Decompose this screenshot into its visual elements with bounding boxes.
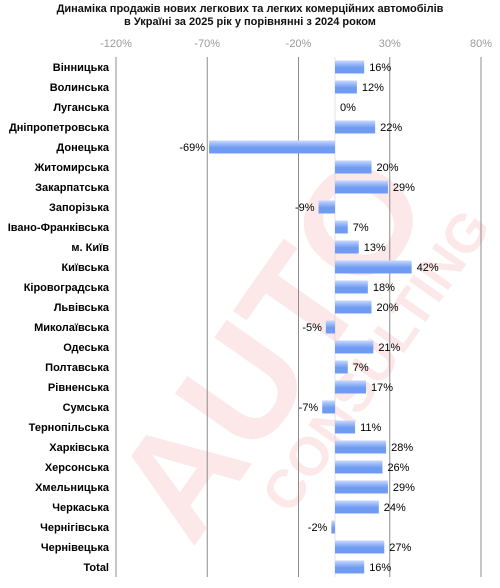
category-label: Вінницька <box>53 62 110 74</box>
category-label: Донецька <box>56 142 109 154</box>
x-tick-label: 80% <box>470 38 492 50</box>
category-label: Закарпатська <box>35 182 110 194</box>
bar <box>335 80 357 94</box>
bar <box>209 140 335 154</box>
category-label: Запорізька <box>49 202 110 214</box>
category-label: Хмельницька <box>35 482 110 494</box>
category-label: Одеська <box>63 342 110 354</box>
category-label: Херсонська <box>45 462 110 474</box>
value-label: 29% <box>393 182 415 194</box>
category-label: Черкаська <box>52 502 110 514</box>
x-tick-label: -20% <box>286 38 312 50</box>
category-label: Волинська <box>50 82 110 94</box>
value-label: 20% <box>377 302 399 314</box>
value-label: 20% <box>377 162 399 174</box>
value-label: 22% <box>380 122 402 134</box>
category-label: Сумська <box>63 402 110 414</box>
bar <box>335 280 368 294</box>
category-label: Total <box>84 562 109 574</box>
value-label: 42% <box>417 262 439 274</box>
bar <box>335 60 365 74</box>
value-label: 28% <box>391 442 413 454</box>
value-label: 12% <box>362 82 384 94</box>
bar <box>335 560 365 574</box>
value-label: 17% <box>371 382 393 394</box>
value-label: 21% <box>378 342 400 354</box>
value-label: -9% <box>295 202 315 214</box>
value-label: 0% <box>340 102 356 114</box>
category-label: Миколаївська <box>34 322 110 334</box>
category-label: Кіровоградська <box>24 282 110 294</box>
category-label: Дніпропетровська <box>9 122 110 134</box>
category-label: Полтавська <box>45 362 110 374</box>
chart-title-line-2: в Україні за 2025 рік у порівнянні з 202… <box>124 16 376 28</box>
category-labels: Вінницька Волинська Луганська Дніпропетровс… <box>8 62 110 574</box>
chart-title: Динаміка продажів нових легкових та легк… <box>0 3 500 29</box>
value-labels: 16% 12% 0% 22% -69% 20% 29% -9% 7% 13% 42% 18% 20% -5… <box>179 62 438 574</box>
category-label: Житомирська <box>33 162 110 174</box>
bar <box>335 260 412 274</box>
bar <box>335 420 356 434</box>
category-label: Чернігівська <box>40 522 110 534</box>
value-label: -5% <box>302 322 322 334</box>
category-label: м. Київ <box>71 242 109 254</box>
value-label: -7% <box>299 402 319 414</box>
bar <box>335 300 372 314</box>
value-label: 16% <box>369 562 391 574</box>
category-label: Київська <box>61 262 109 274</box>
bar <box>335 540 385 554</box>
value-label: 13% <box>364 242 386 254</box>
bar <box>318 200 335 214</box>
value-label: 16% <box>369 62 391 74</box>
value-label: 11% <box>360 422 381 434</box>
value-label: 7% <box>353 362 369 374</box>
value-label: 29% <box>393 482 415 494</box>
value-label: 7% <box>353 222 369 234</box>
category-label: Рівненська <box>48 382 110 394</box>
bar <box>335 360 348 374</box>
category-label: Харківська <box>49 442 110 454</box>
category-label: Чернівецька <box>41 542 110 554</box>
bar <box>335 340 374 354</box>
bar <box>331 520 335 534</box>
x-tick-label: -70% <box>194 38 220 50</box>
bar <box>335 160 372 174</box>
bar <box>335 480 388 494</box>
category-label: Львівська <box>54 302 110 314</box>
bar <box>335 240 359 254</box>
bar <box>335 380 367 394</box>
category-label: Івано-Франківська <box>8 222 110 234</box>
chart-title-line-1: Динаміка продажів нових легкових та легк… <box>56 3 444 15</box>
category-label: Луганська <box>53 102 110 114</box>
bar <box>335 500 379 514</box>
bar <box>335 120 376 134</box>
bars <box>209 60 412 574</box>
x-axis-ticks: -120% -70% -20% 30% 80% <box>100 38 492 50</box>
bar <box>325 320 335 334</box>
bar <box>335 220 348 234</box>
value-label: 26% <box>387 462 409 474</box>
bar <box>322 400 335 414</box>
bar <box>335 460 383 474</box>
value-label: 24% <box>384 502 406 514</box>
bar <box>335 180 388 194</box>
grid-lines <box>115 57 482 577</box>
x-tick-label: -120% <box>100 38 132 50</box>
value-label: -69% <box>179 142 205 154</box>
value-label: -2% <box>308 522 328 534</box>
category-label: Тернопільська <box>29 422 110 434</box>
value-label: 27% <box>389 542 411 554</box>
bar <box>335 440 387 454</box>
x-tick-label: 30% <box>379 38 401 50</box>
value-label: 18% <box>373 282 395 294</box>
